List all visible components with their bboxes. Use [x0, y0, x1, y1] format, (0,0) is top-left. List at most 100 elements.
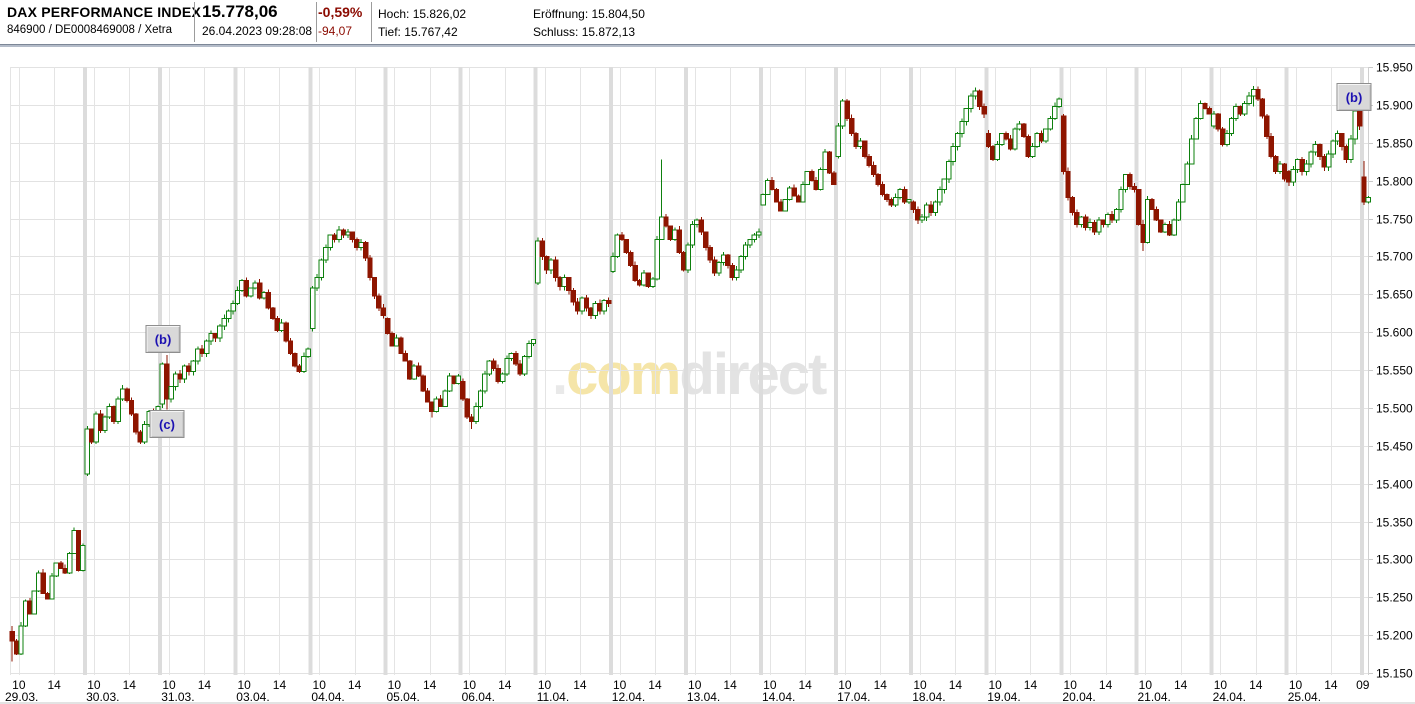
wave-label-annotation: (c)	[149, 410, 185, 438]
y-axis-label: 15.800	[1376, 175, 1413, 189]
instrument-identifiers: 846900 / DE0008469008 / Xetra	[7, 24, 172, 36]
y-axis-label: 15.550	[1376, 364, 1413, 378]
day-candles-25.04.	[1286, 107, 1363, 186]
x-axis-hour-label: 14	[423, 678, 437, 692]
stat-tief: Tief: 15.767,42	[378, 25, 458, 39]
x-axis-hour-label: 10	[613, 678, 627, 692]
quote-timestamp: 26.04.2023 09:28:08	[202, 24, 313, 38]
stat-schluss: Schluss: 15.872,13	[533, 25, 636, 39]
header-divider	[194, 2, 195, 42]
x-axis-hour-label: 14	[874, 678, 888, 692]
header-border	[0, 44, 1415, 47]
x-axis-date-label: 21.04.	[1138, 690, 1171, 704]
x-axis-hour-label: 10	[838, 678, 852, 692]
y-axis-label: 15.450	[1376, 440, 1413, 454]
y-axis-label: 15.750	[1376, 213, 1413, 227]
x-axis-hour-label: 10	[1064, 678, 1078, 692]
day-candles-31.03.	[159, 300, 236, 410]
x-axis-hour-label: 10	[1214, 678, 1228, 692]
x-axis-date-label: 03.04.	[236, 690, 269, 704]
x-axis-hour-label: 10	[313, 678, 327, 692]
day-candles-20.04.	[1060, 113, 1137, 236]
x-axis-hour-label: 10	[763, 678, 777, 692]
change-absolute: -94,07	[318, 24, 353, 38]
stat-eroeffnung: Eröffnung: 15.804,50	[533, 7, 645, 21]
x-axis-hour-label: 10	[688, 678, 702, 692]
x-axis-hour-label: 14	[1024, 678, 1038, 692]
x-axis-hour-label: 14	[798, 678, 812, 692]
x-axis-hour-label: 10	[463, 678, 477, 692]
x-axis-hour-label: 14	[198, 678, 212, 692]
x-axis-hour-label: 09	[1356, 678, 1370, 692]
watermark-direct: direct	[679, 342, 827, 407]
x-axis-hour-label: 14	[123, 678, 137, 692]
y-axis-label: 15.150	[1376, 667, 1413, 681]
x-axis-hour-label: 14	[1249, 678, 1263, 692]
x-axis-date-label: 13.04.	[687, 690, 720, 704]
x-axis-date-label: 12.04.	[612, 690, 645, 704]
day-candles-19.04.	[985, 97, 1062, 161]
window-bottom-edge	[0, 702, 1415, 704]
stat-hoch: Hoch: 15.826,02	[378, 7, 467, 21]
day-candles-06.04.	[460, 338, 537, 430]
x-axis-date-label: 19.04.	[987, 690, 1020, 704]
x-axis-hour-label: 10	[988, 678, 1002, 692]
last-price: 15.778,06	[202, 2, 278, 21]
day-candles-03.04.	[234, 277, 311, 374]
x-axis-date-label: 05.04.	[387, 690, 420, 704]
day-candles-21.04.	[1136, 100, 1213, 252]
x-axis-date-label: 14.04.	[762, 690, 795, 704]
watermark-dot: .	[552, 342, 566, 407]
watermark-com: com	[566, 342, 679, 407]
x-axis-date-label: 11.04.	[537, 690, 569, 704]
y-axis-label: 15.850	[1376, 137, 1413, 151]
day-candles-17.04.	[835, 98, 912, 208]
instrument-title: DAX PERFORMANCE INDEX	[7, 4, 201, 20]
day-candles	[1361, 160, 1372, 205]
day-candles-24.04.	[1211, 85, 1288, 182]
x-axis-date-label: 29.03.	[5, 690, 38, 704]
ohlc-stats: Hoch: 15.826,02 Eröffnung: 15.804,50 Tie…	[378, 5, 645, 41]
day-candles-12.04.	[610, 159, 687, 289]
wave-label-annotation: (b)	[145, 325, 181, 353]
x-axis-date-label: 04.04.	[311, 690, 344, 704]
x-axis-hour-label: 10	[1289, 678, 1303, 692]
x-axis-hour-label: 10	[538, 678, 552, 692]
x-axis-hour-label: 14	[273, 678, 287, 692]
x-axis-date-label: 25.04.	[1288, 690, 1321, 704]
day-candles-11.04.	[535, 237, 612, 320]
x-axis-date-label: 18.04.	[912, 690, 945, 704]
day-candles-13.04.	[685, 216, 762, 281]
header-divider	[371, 2, 372, 42]
header-divider	[316, 2, 317, 42]
x-axis-date-label: 06.04.	[462, 690, 495, 704]
y-axis-label: 15.950	[1376, 61, 1413, 75]
x-axis-hour-label: 14	[1174, 678, 1188, 692]
x-axis-hour-label: 14	[573, 678, 587, 692]
x-axis-date-label: 24.04.	[1213, 690, 1246, 704]
x-axis-hour-label: 14	[348, 678, 362, 692]
y-axis-label: 15.650	[1376, 288, 1413, 302]
x-axis-hour-label: 14	[949, 678, 963, 692]
x-axis-hour-label: 14	[47, 678, 61, 692]
chart-candles	[9, 85, 1372, 662]
y-axis-label: 15.200	[1376, 629, 1413, 643]
y-axis-label: 15.700	[1376, 250, 1413, 264]
y-axis-label: 15.400	[1376, 478, 1413, 492]
x-axis-hour-label: 10	[237, 678, 251, 692]
x-axis-hour-label: 14	[1099, 678, 1113, 692]
chart-axis-labels: 15.950 15.900 15.850 15.800 15.750 15.700 15.6…	[5, 61, 1413, 704]
comdirect-watermark: .comdirect	[552, 342, 827, 407]
y-axis-label: 15.350	[1376, 516, 1413, 530]
x-axis-hour-label: 10	[1139, 678, 1153, 692]
quote-header: DAX PERFORMANCE INDEX 846900 / DE0008469…	[0, 0, 1415, 44]
x-axis-date-label: 20.04.	[1062, 690, 1095, 704]
x-axis-hour-label: 10	[913, 678, 927, 692]
day-candles-18.04.	[910, 87, 987, 224]
y-axis-label: 15.900	[1376, 99, 1413, 113]
y-axis-label: 15.500	[1376, 402, 1413, 416]
wave-label-annotation: (b)	[1336, 83, 1372, 111]
day-candles-29.03.	[9, 527, 86, 662]
